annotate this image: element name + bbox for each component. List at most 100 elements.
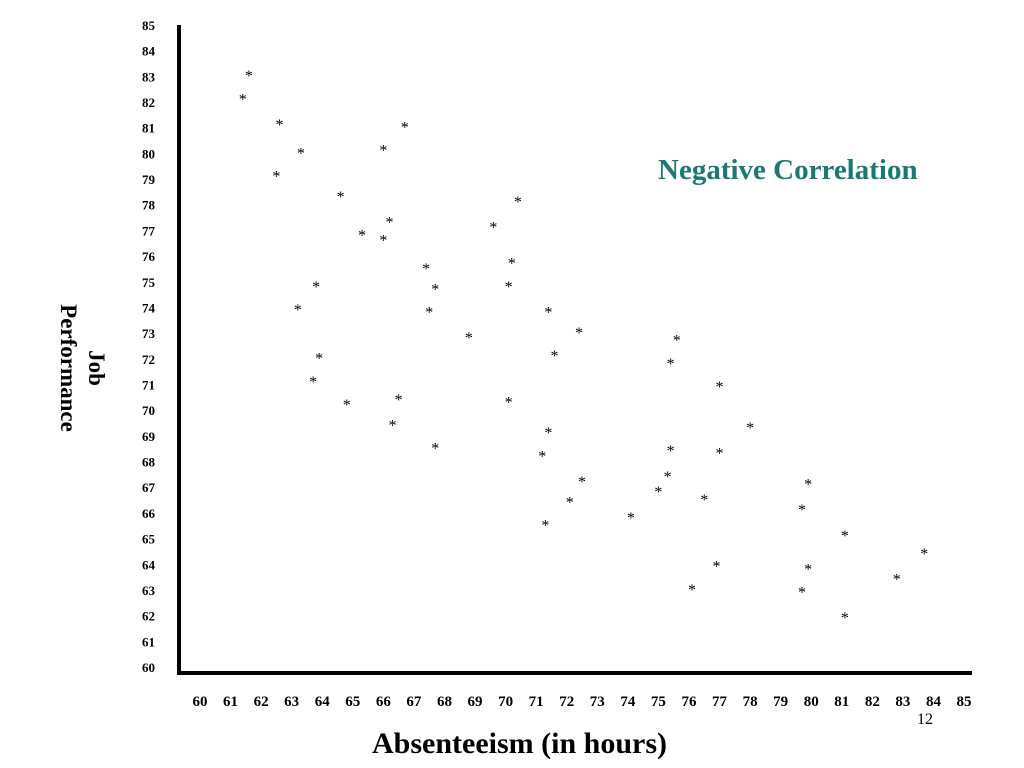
y-tick-label: 80	[142, 146, 155, 161]
data-point: *	[422, 261, 430, 278]
x-tick-label: 64	[315, 694, 331, 710]
y-tick-label: 70	[142, 403, 155, 418]
data-point: *	[385, 215, 393, 232]
y-tick-label: 63	[142, 583, 156, 598]
y-axis-ticks: 85 84 83 82 81 80 79 78 77 76 75 74 73 72 71 70 69 68 67 66…	[142, 18, 156, 675]
x-tick-label: 74	[620, 694, 636, 710]
y-tick-label: 61	[142, 634, 155, 649]
y-tick-label: 77	[142, 223, 156, 238]
x-tick-label: 84	[926, 694, 942, 710]
x-tick-label: 71	[529, 694, 544, 710]
data-point: *	[505, 279, 513, 296]
data-point: *	[667, 356, 675, 373]
data-point: *	[379, 233, 387, 250]
y-axis-label-line-2: Performance	[56, 304, 81, 432]
x-tick-label: 75	[651, 694, 666, 710]
y-tick-label: 83	[142, 69, 156, 84]
x-tick-label: 66	[376, 694, 392, 710]
x-tick-label: 63	[284, 694, 299, 710]
data-point: *	[239, 91, 247, 108]
data-points: * * * * * * * * * * * * * * * * * * * * * * * * * * * * * * * * * * * * * * * *…	[239, 68, 928, 627]
data-point: *	[294, 302, 302, 319]
y-tick-label: 62	[142, 609, 155, 624]
y-tick-label: 67	[142, 480, 156, 495]
data-point: *	[575, 325, 583, 342]
data-point: *	[505, 394, 513, 411]
y-tick-label: 84	[142, 44, 156, 59]
data-point: *	[541, 518, 549, 535]
y-tick-label: 82	[142, 95, 155, 110]
y-tick-label: 72	[142, 352, 155, 367]
y-tick-label: 85	[142, 18, 156, 33]
data-point: *	[716, 446, 724, 463]
data-point: *	[667, 443, 675, 460]
y-tick-label: 65	[142, 532, 156, 547]
data-point: *	[379, 143, 387, 160]
data-point: *	[654, 484, 662, 501]
data-point: *	[566, 495, 574, 512]
data-point: *	[489, 220, 497, 237]
x-tick-label: 68	[437, 694, 452, 710]
x-tick-label: 78	[743, 694, 758, 710]
x-tick-label: 67	[406, 694, 422, 710]
data-point: *	[337, 189, 345, 206]
data-point: *	[312, 279, 320, 296]
data-point: *	[389, 417, 397, 434]
x-tick-label: 82	[865, 694, 880, 710]
y-tick-label: 66	[142, 506, 156, 521]
y-tick-label: 78	[142, 198, 156, 213]
data-point: *	[431, 281, 439, 298]
x-tick-label: 61	[223, 694, 238, 710]
y-tick-label: 79	[142, 172, 156, 187]
x-tick-label: 80	[804, 694, 819, 710]
data-point: *	[841, 528, 849, 545]
data-point: *	[465, 330, 473, 347]
x-tick-label: 60	[193, 694, 208, 710]
data-point: *	[798, 502, 806, 519]
x-tick-label: 62	[254, 694, 269, 710]
x-axis-ticks: 60 61 62 63 64 65 66 67 68 69 70 71 72 73 74 75 76 77 78 79…	[193, 694, 972, 710]
data-point: *	[272, 168, 280, 185]
x-tick-label: 77	[712, 694, 728, 710]
x-tick-label: 85	[957, 694, 972, 710]
data-point: *	[544, 304, 552, 321]
data-point: *	[920, 546, 928, 563]
y-axis-label-line-1: Job	[84, 350, 109, 386]
data-point: *	[538, 448, 546, 465]
y-tick-label: 69	[142, 429, 156, 444]
y-axis-label: Job Performance	[54, 268, 110, 468]
data-point: *	[673, 333, 681, 350]
x-tick-label: 83	[895, 694, 910, 710]
data-point: *	[841, 610, 849, 627]
data-point: *	[664, 469, 672, 486]
data-point: *	[627, 510, 635, 527]
data-point: *	[746, 420, 754, 437]
data-point: *	[700, 492, 708, 509]
data-point: *	[712, 559, 720, 576]
data-point: *	[798, 584, 806, 601]
y-tick-label: 64	[142, 557, 156, 572]
y-tick-label: 74	[142, 300, 156, 315]
data-point: *	[309, 374, 317, 391]
data-point: *	[804, 477, 812, 494]
data-point: *	[425, 304, 433, 321]
y-tick-label: 68	[142, 455, 156, 470]
x-axis-label: Absenteeism (in hours)	[372, 727, 668, 760]
data-point: *	[508, 256, 516, 273]
y-tick-label: 76	[142, 249, 156, 264]
x-tick-label: 72	[559, 694, 574, 710]
data-point: *	[358, 227, 366, 244]
x-tick-label: 69	[468, 694, 483, 710]
x-tick-label: 73	[590, 694, 605, 710]
y-tick-label: 81	[142, 121, 155, 136]
x-tick-label: 81	[834, 694, 849, 710]
x-tick-label: 65	[345, 694, 360, 710]
data-point: *	[550, 348, 558, 365]
data-point: *	[716, 379, 724, 396]
y-tick-label: 73	[142, 326, 156, 341]
data-point: *	[343, 397, 351, 414]
x-tick-label: 76	[681, 694, 697, 710]
x-tick-label: 79	[773, 694, 788, 710]
y-tick-label: 75	[142, 275, 156, 290]
